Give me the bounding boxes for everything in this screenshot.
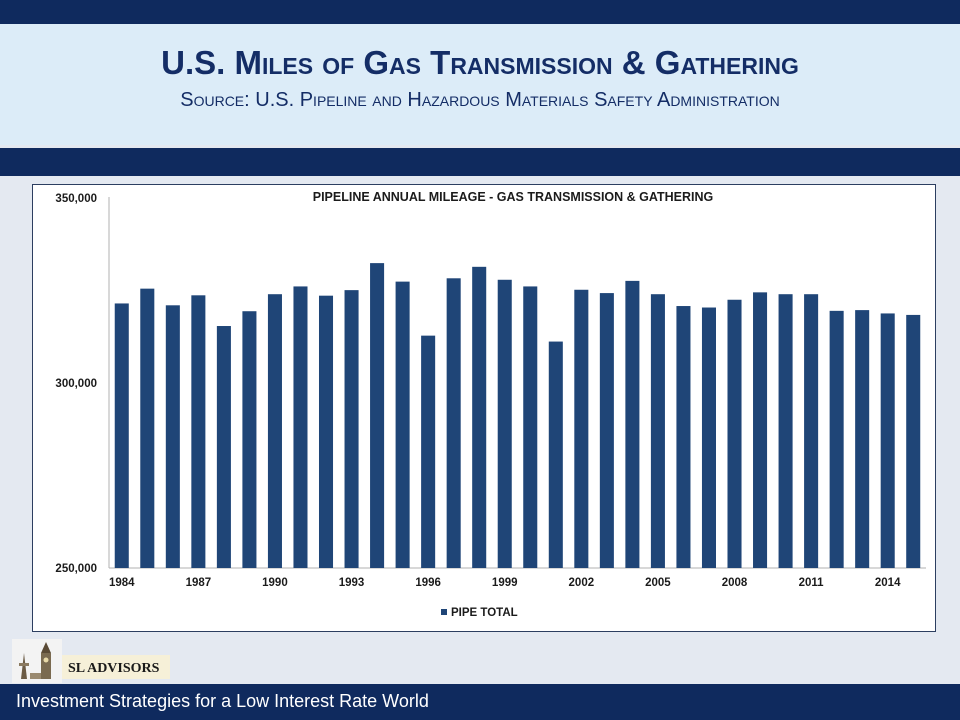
x-tick-label: 1987	[186, 577, 212, 589]
slide-subtitle: Source: U.S. Pipeline and Hazardous Mate…	[180, 89, 780, 111]
bar-1999	[497, 279, 512, 568]
x-tick-label: 2005	[645, 577, 671, 589]
bar-2011	[804, 294, 819, 568]
legend-label: PIPE TOTAL	[451, 607, 518, 619]
x-tick-label: 2011	[799, 577, 825, 589]
bar-1993	[344, 290, 359, 568]
x-tick-label: 1996	[415, 577, 441, 589]
x-tick-label: 2002	[569, 577, 595, 589]
y-tick-label: 300,000	[55, 378, 97, 390]
bar-1991	[293, 286, 308, 568]
legend: PIPE TOTAL	[441, 607, 518, 619]
bar-1986	[165, 305, 180, 568]
x-tick-label: 2008	[722, 577, 748, 589]
bar-1984	[114, 303, 129, 568]
top-bar	[0, 0, 960, 24]
x-tick-label: 1990	[262, 577, 288, 589]
bar-2008	[727, 299, 742, 568]
bar-1985	[140, 288, 155, 568]
bar-1992	[318, 295, 334, 568]
chart-title: PIPELINE ANNUAL MILEAGE - GAS TRANSMISSI…	[313, 190, 713, 204]
bar-1998	[472, 266, 487, 568]
bar-2007	[701, 307, 716, 568]
title-panel	[0, 24, 960, 145]
bar-2001	[548, 341, 563, 568]
slide-title: U.S. Miles of Gas Transmission & Gatheri…	[161, 44, 799, 81]
bar-2010	[778, 294, 793, 568]
x-tick-label: 1999	[492, 577, 518, 589]
bar-2002	[574, 289, 589, 568]
bar-chart: PIPELINE ANNUAL MILEAGE - GAS TRANSMISSI…	[55, 190, 926, 619]
bar-2003	[599, 293, 614, 568]
bar-1987	[191, 295, 206, 568]
bar-2004	[625, 280, 640, 568]
x-tick-label: 1993	[339, 577, 365, 589]
bar-2009	[753, 292, 768, 568]
bar-1994	[370, 263, 385, 568]
legend-swatch	[441, 609, 447, 615]
bar-1996	[421, 335, 436, 568]
bar-1989	[242, 311, 257, 568]
chart-panel: PIPELINE ANNUAL MILEAGE - GAS TRANSMISSI…	[32, 184, 936, 632]
bar-2000	[523, 286, 538, 568]
bar-2006	[676, 306, 691, 568]
bar-2015	[906, 314, 921, 568]
title-divider-bar	[0, 148, 960, 176]
footer-bar	[0, 684, 960, 720]
bar-1995	[395, 281, 410, 568]
sl-advisors-logo: SL ADVISORS	[12, 639, 170, 683]
bar-1997	[446, 278, 461, 568]
footer-tagline: Investment Strategies for a Low Interest…	[16, 691, 429, 711]
bar-2012	[829, 310, 844, 568]
y-tick-label: 350,000	[55, 193, 97, 205]
bar-2005	[650, 294, 665, 568]
y-tick-label: 250,000	[55, 563, 97, 575]
x-tick-label: 2014	[875, 577, 901, 589]
x-tick-label: 1984	[109, 577, 135, 589]
bar-2014	[880, 313, 895, 568]
bar-1988	[216, 326, 231, 568]
bar-1990	[267, 294, 282, 568]
bar-2013	[855, 310, 870, 568]
svg-text:SL ADVISORS: SL ADVISORS	[68, 661, 160, 676]
